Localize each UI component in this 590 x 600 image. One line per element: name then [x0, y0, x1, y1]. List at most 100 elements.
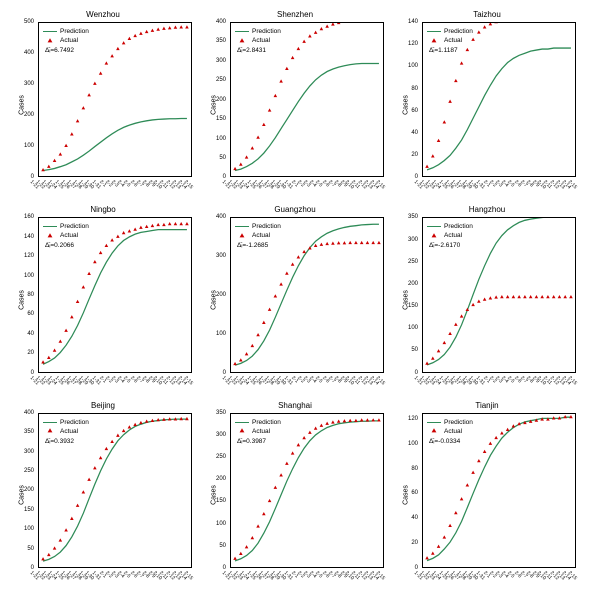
y-tick-label: 300 [210, 58, 226, 64]
chart-svg [231, 414, 383, 567]
y-tick-label: 400 [210, 214, 226, 220]
panel-title: Ningbo [10, 205, 196, 214]
legend-prediction: Prediction [235, 27, 281, 36]
y-tick-label: 120 [402, 41, 418, 47]
y-tick-label: 350 [18, 429, 34, 435]
y-ticks: 050100150200250300350400 [20, 413, 36, 568]
y-tick-label: 200 [18, 487, 34, 493]
plot-area: Prediction Actual Δ̄ᵢ=-0.0334 [422, 413, 576, 568]
chart-svg [39, 218, 191, 371]
legend-line-icon [427, 422, 441, 423]
plot-area: Prediction Actual Δ̄ᵢ=0.3932 [38, 413, 192, 568]
y-tick-label: 300 [18, 449, 34, 455]
delta-annotation: Δ̄ᵢ=0.3987 [237, 438, 266, 445]
legend-label: Prediction [444, 27, 473, 36]
y-tick-label: 140 [18, 234, 34, 240]
y-tick-label: 20 [402, 540, 418, 546]
legend-label: Actual [60, 36, 78, 45]
y-tick-label: 200 [18, 112, 34, 118]
chart-svg [423, 23, 575, 176]
prediction-line [427, 218, 571, 365]
x-ticks: 1-211-221-231-241-251-261-271-281-291-30… [38, 373, 192, 395]
delta-annotation: Δ̄ᵢ=-0.0334 [429, 438, 460, 445]
x-ticks: 1-211-221-231-241-251-261-271-281-291-30… [38, 568, 192, 590]
panel-title: Tianjin [394, 401, 580, 410]
delta-annotation: Δ̄ᵢ=-2.6170 [429, 242, 460, 249]
delta-annotation: Δ̄ᵢ=0.3932 [45, 438, 74, 445]
y-tick-label: 150 [210, 498, 226, 504]
chart-panel: BeijingCases050100150200250300350400 Pre… [10, 401, 196, 590]
chart-panel: NingboCases020406080100120140160 Predict… [10, 205, 196, 394]
legend-line-icon [43, 422, 57, 423]
legend-prediction: Prediction [43, 27, 89, 36]
legend-marker-icon [235, 37, 249, 45]
legend: Prediction Actual [43, 222, 89, 240]
y-tick-label: 100 [18, 526, 34, 532]
x-ticks: 1-211-221-231-241-251-261-271-281-291-30… [422, 177, 576, 199]
legend: Prediction Actual [43, 27, 89, 45]
y-ticks: 050100150200250300350 [212, 413, 228, 568]
legend-label: Prediction [60, 418, 89, 427]
y-tick-label: 400 [18, 410, 34, 416]
y-tick-label: 300 [402, 237, 418, 243]
y-tick-label: 250 [402, 259, 418, 265]
delta-annotation: Δ̄ᵢ=2.8431 [237, 47, 266, 54]
legend-label: Prediction [444, 222, 473, 231]
x-ticks: 1-211-221-231-241-251-261-271-281-291-30… [230, 373, 384, 395]
x-ticks: 1-211-221-231-241-251-261-271-281-291-30… [422, 373, 576, 395]
legend-label: Actual [252, 231, 270, 240]
y-ticks: 050100150200250300350 [404, 217, 420, 372]
legend-line-icon [43, 226, 57, 227]
chart-svg [39, 414, 191, 567]
legend-marker-icon [43, 232, 57, 240]
y-tick-label: 100 [18, 273, 34, 279]
y-tick-label: 40 [18, 331, 34, 337]
legend-label: Prediction [60, 222, 89, 231]
legend-marker-icon [427, 232, 441, 240]
legend-prediction: Prediction [43, 222, 89, 231]
legend-label: Actual [444, 36, 462, 45]
plot-area: Prediction Actual Δ̄ᵢ=-2.6170 [422, 217, 576, 372]
y-tick-label: 150 [210, 116, 226, 122]
legend: Prediction Actual [43, 418, 89, 436]
y-tick-label: 120 [18, 253, 34, 259]
y-tick-label: 20 [18, 350, 34, 356]
y-ticks: 050100150200250300350400 [212, 22, 228, 177]
legend-line-icon [235, 226, 249, 227]
y-tick-label: 150 [402, 303, 418, 309]
legend-label: Prediction [444, 418, 473, 427]
legend-marker-icon [427, 37, 441, 45]
chart-svg [423, 414, 575, 567]
legend: Prediction Actual [427, 27, 473, 45]
legend-actual: Actual [235, 427, 281, 436]
y-tick-label: 80 [402, 466, 418, 472]
y-ticks: 0100200300400 [212, 217, 228, 372]
panel-title: Guangzhou [202, 205, 388, 214]
legend-label: Prediction [60, 27, 89, 36]
y-tick-label: 50 [210, 155, 226, 161]
legend: Prediction Actual [235, 222, 281, 240]
legend-actual: Actual [235, 231, 281, 240]
legend: Prediction Actual [427, 222, 473, 240]
plot-area: Prediction Actual Δ̄ᵢ=6.7492 [38, 22, 192, 177]
legend-prediction: Prediction [235, 418, 281, 427]
y-tick-label: 350 [210, 410, 226, 416]
y-tick-label: 200 [402, 281, 418, 287]
panel-title: Beijing [10, 401, 196, 410]
y-tick-label: 200 [210, 476, 226, 482]
legend-actual: Actual [427, 36, 473, 45]
panel-title: Wenzhou [10, 10, 196, 19]
y-tick-label: 50 [210, 543, 226, 549]
legend-label: Actual [252, 36, 270, 45]
y-tick-label: 100 [402, 63, 418, 69]
y-tick-label: 80 [402, 86, 418, 92]
panel-title: Shenzhen [202, 10, 388, 19]
y-tick-label: 250 [210, 454, 226, 460]
prediction-line [43, 119, 187, 171]
y-tick-label: 200 [210, 292, 226, 298]
legend-prediction: Prediction [427, 222, 473, 231]
delta-annotation: Δ̄ᵢ=1.1187 [429, 47, 458, 54]
y-tick-label: 100 [402, 325, 418, 331]
delta-annotation: Δ̄ᵢ=0.2066 [45, 242, 74, 249]
y-tick-label: 300 [210, 432, 226, 438]
